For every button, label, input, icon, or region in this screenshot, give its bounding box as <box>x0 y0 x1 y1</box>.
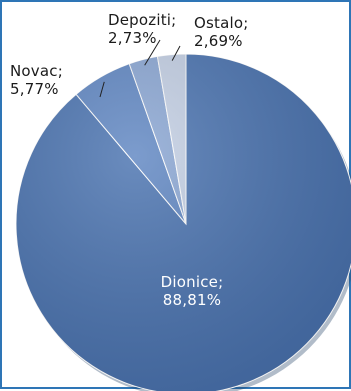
leader-line-ostalo <box>171 45 181 61</box>
data-label-value-depoziti: 2,73% <box>108 29 157 47</box>
leader-line-novac <box>99 81 105 98</box>
data-label-category-novac: Novac; <box>10 62 63 80</box>
data-label-value-ostalo: 2,69% <box>194 32 243 50</box>
data-label-category-dionice: Dionice; <box>161 273 224 291</box>
data-label-category-depoziti: Depoziti; <box>108 11 176 29</box>
data-label-value-novac: 5,77% <box>10 80 59 98</box>
leader-line-depoziti <box>144 39 161 66</box>
data-label-value-dionice: 88,81% <box>163 291 221 309</box>
data-label-category-ostalo: Ostalo; <box>194 14 249 32</box>
